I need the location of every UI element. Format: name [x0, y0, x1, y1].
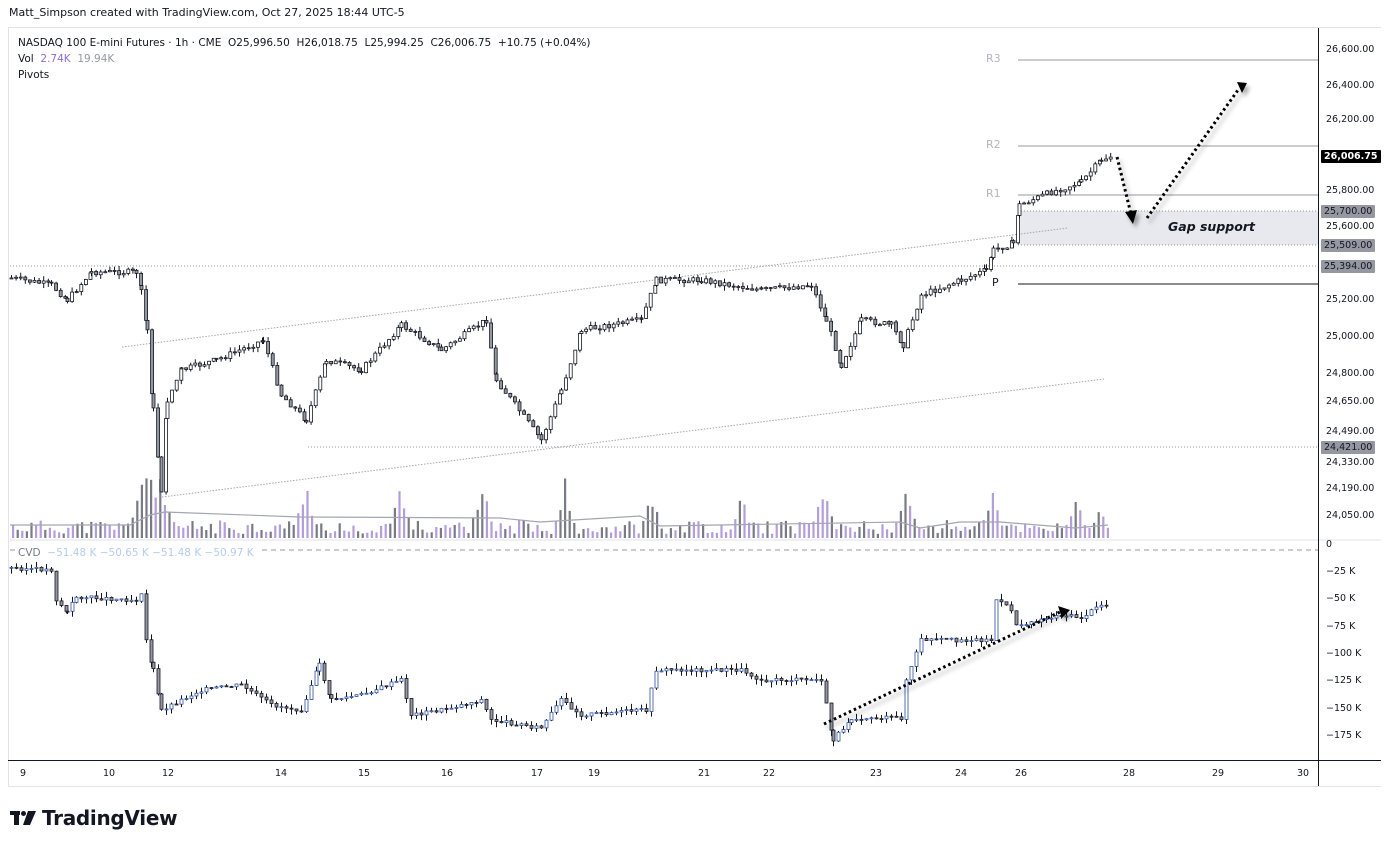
- price-axis-label: −50 K: [1326, 593, 1356, 604]
- time-axis-label: 29: [1212, 768, 1225, 779]
- price-axis-label: 25,000.00: [1326, 331, 1375, 342]
- price-axis-label: 24,330.00: [1326, 457, 1375, 468]
- vol-label: Vol: [18, 53, 34, 65]
- time-axis-label: 15: [358, 768, 371, 779]
- time-axis-label: 21: [698, 768, 711, 779]
- chart-legend: NASDAQ 100 E-mini Futures · 1h · CME O25…: [18, 35, 590, 83]
- pivot-label-r2: R2: [986, 138, 1001, 151]
- chart-credit: Matt_Simpson created with TradingView.co…: [9, 6, 405, 19]
- time-axis-label: 26: [1015, 768, 1028, 779]
- time-axis-label: 12: [162, 768, 175, 779]
- price-axis-border: [1318, 28, 1319, 786]
- pivots-label: Pivots: [18, 69, 50, 81]
- price-axis-label: −25 K: [1326, 566, 1356, 577]
- cvd-label: CVD: [18, 547, 41, 559]
- gap-support-zone[interactable]: [1018, 211, 1318, 245]
- low-value: L25,994.25: [364, 37, 424, 49]
- price-axis-label: 24,650.00: [1326, 396, 1375, 407]
- time-axis-label: 30: [1297, 768, 1310, 779]
- price-candles: [9, 152, 1113, 495]
- price-axis-label: 25,200.00: [1326, 294, 1375, 305]
- price-axis-label: −100 K: [1326, 648, 1362, 659]
- pivots-row[interactable]: Pivots: [18, 67, 590, 83]
- chart-frame: [8, 27, 1381, 787]
- close-value: C26,006.75: [430, 37, 492, 49]
- price-axis-label: 0: [1326, 539, 1333, 550]
- price-axis-label: −75 K: [1326, 621, 1356, 632]
- time-axis-label: 22: [763, 768, 776, 779]
- price-level-badge: 25,700.00: [1321, 205, 1376, 218]
- time-axis-label: 28: [1123, 768, 1136, 779]
- time-axis-border: [8, 760, 1381, 761]
- volume-bars: [12, 478, 1109, 538]
- pivot-label-r1: R1: [986, 187, 1001, 200]
- price-axis-label: 24,190.00: [1326, 483, 1375, 494]
- time-axis-label: 24: [955, 768, 968, 779]
- time-axis-label: 16: [441, 768, 454, 779]
- vol-value: 2.74K: [40, 53, 71, 65]
- price-axis-label: 25,600.00: [1326, 221, 1375, 232]
- time-axis-label: 19: [588, 768, 601, 779]
- time-axis-label: 10: [103, 768, 116, 779]
- price-level-badge: 25,509.00: [1321, 239, 1376, 252]
- price-level-badge: 25,394.00: [1321, 260, 1376, 273]
- price-axis-label: −125 K: [1326, 675, 1362, 686]
- volume-row[interactable]: Vol 2.74K 19.94K: [18, 51, 590, 67]
- tradingview-logo-text: TradingView: [42, 806, 178, 830]
- ohlc-row: NASDAQ 100 E-mini Futures · 1h · CME O25…: [18, 35, 590, 51]
- price-axis-label: 24,800.00: [1326, 368, 1375, 379]
- time-axis-label: 14: [275, 768, 288, 779]
- price-axis-label: 26,600.00: [1326, 44, 1375, 55]
- price-axis-label: 24,490.00: [1326, 426, 1375, 437]
- price-level-badge: 26,006.75: [1321, 150, 1381, 163]
- price-axis-label: −175 K: [1326, 730, 1362, 741]
- price-axis-label: 26,400.00: [1326, 80, 1375, 91]
- projection-arrows[interactable]: [823, 82, 1247, 726]
- pivot-label-p: P: [992, 276, 999, 289]
- vol-ma-value: 19.94K: [77, 53, 115, 65]
- tradingview-logo: TradingView: [10, 806, 178, 830]
- change-value: +10.75 (+0.04%): [497, 37, 591, 49]
- price-axis-label: 25,800.00: [1326, 185, 1375, 196]
- price-axis-label: −150 K: [1326, 703, 1362, 714]
- volume-ma-line: [10, 511, 1109, 529]
- cvd-values: −51.48 K −50.65 K −51.48 K −50.97 K: [47, 547, 254, 559]
- tradingview-logo-icon: [10, 811, 36, 825]
- lower-channel-trendline[interactable]: [161, 378, 1105, 498]
- price-level-badge: 24,421.00: [1321, 441, 1376, 454]
- gap-support-label[interactable]: Gap support: [1168, 219, 1255, 234]
- time-axis-label: 23: [870, 768, 883, 779]
- price-axis-label: 26,200.00: [1326, 114, 1375, 125]
- high-value: H26,018.75: [296, 37, 358, 49]
- cvd-candles: [9, 561, 1109, 747]
- pivot-label-r3: R3: [986, 52, 1001, 65]
- time-axis-label: 17: [531, 768, 544, 779]
- price-axis-label: 24,050.00: [1326, 510, 1375, 521]
- open-value: O25,996.50: [228, 37, 290, 49]
- time-axis-label: 9: [20, 768, 27, 779]
- cvd-legend[interactable]: CVD −51.48 K −50.65 K −51.48 K −50.97 K: [18, 547, 258, 559]
- symbol-title[interactable]: NASDAQ 100 E-mini Futures · 1h · CME: [18, 37, 222, 49]
